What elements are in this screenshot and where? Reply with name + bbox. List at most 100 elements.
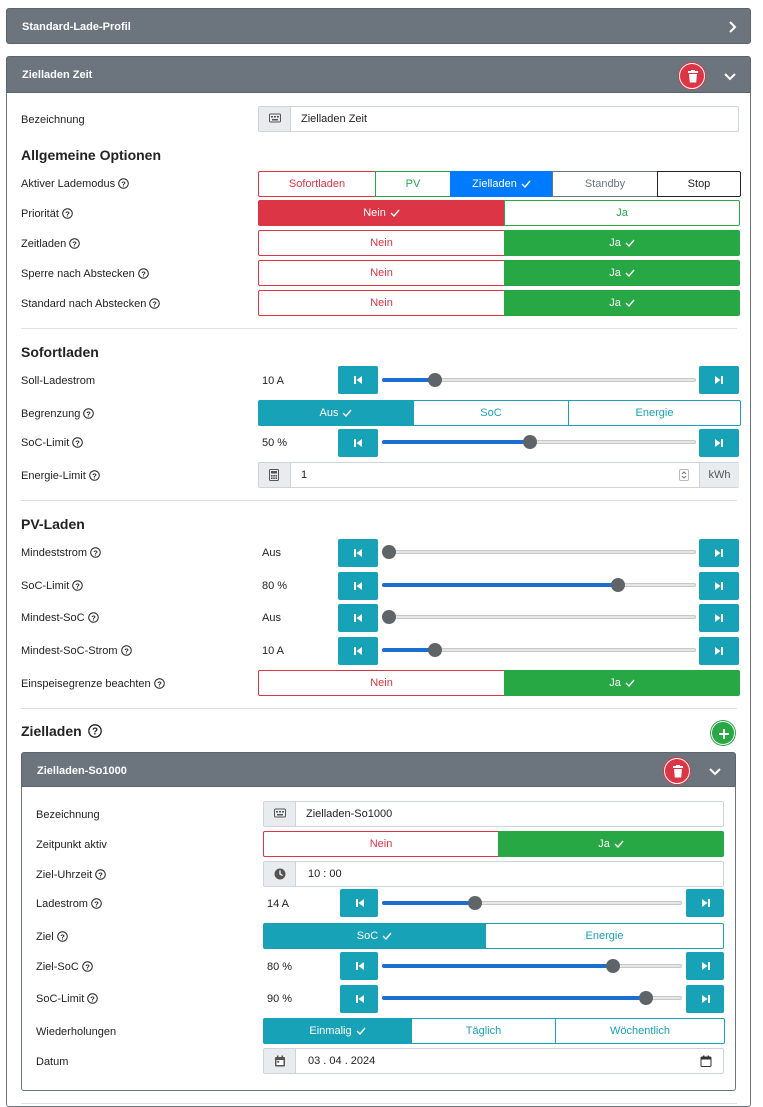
lademodus-stop[interactable]: Stop (657, 171, 741, 197)
plan-header[interactable]: Zielladen-So1000 (21, 752, 736, 787)
pv-soc-limit-slider[interactable] (382, 577, 696, 593)
slider-thumb (382, 610, 396, 624)
ziel-label: Ziel? (36, 931, 68, 945)
zeitladen-nein[interactable]: Nein (258, 230, 505, 256)
help-icon: ? (72, 437, 84, 451)
lademodus-sofortladen[interactable]: Sofortladen (258, 171, 376, 197)
begrenzung-aus[interactable]: Aus (258, 400, 414, 426)
standard-ja[interactable]: Ja (504, 290, 740, 316)
uhrzeit-value: 10 : 00 (308, 868, 342, 880)
begrenzung-soc[interactable]: SoC (413, 400, 569, 426)
wiederholungen-woechentlich[interactable]: Wöchentlich (555, 1018, 725, 1044)
einspeisegrenze-ja[interactable]: Ja (504, 670, 740, 696)
plan-bezeichnung-value: Zielladen-So1000 (306, 808, 393, 820)
help-icon: ? (69, 238, 81, 252)
standard-nein[interactable]: Nein (258, 290, 505, 316)
lademodus-standby[interactable]: Standby (552, 171, 658, 197)
lademodus-pv[interactable]: PV (375, 171, 451, 197)
chevron-right-icon[interactable] (725, 20, 739, 34)
step-backward-icon (354, 647, 362, 655)
step-forward-icon (702, 962, 710, 970)
prioritaet-ja[interactable]: Ja (504, 200, 740, 226)
keyboard-icon (259, 107, 291, 131)
begrenzung-energie[interactable]: Energie (568, 400, 741, 426)
zeitladen-ja[interactable]: Ja (504, 230, 740, 256)
mindest-soc-decrease-button[interactable] (338, 604, 378, 632)
help-icon: ? (153, 678, 165, 692)
ladestrom-slider[interactable] (382, 895, 682, 911)
mindest-soc-increase-button[interactable] (699, 604, 739, 632)
calendar-picker-icon[interactable] (700, 1055, 712, 1070)
spinner-icon[interactable] (679, 469, 689, 481)
wiederholungen-einmalig[interactable]: Einmalig (263, 1018, 412, 1044)
pv-soc-limit-increase-button[interactable] (699, 572, 739, 600)
einspeisegrenze-nein[interactable]: Nein (258, 670, 505, 696)
soll-ladestrom-slider[interactable] (382, 372, 696, 388)
bezeichnung-input[interactable]: Zielladen Zeit (258, 106, 739, 132)
ziel-soc-slider[interactable] (382, 958, 682, 974)
calculator-icon (259, 463, 291, 487)
ladestrom-increase-button[interactable] (686, 889, 724, 917)
sofort-soc-limit-decrease-button[interactable] (338, 429, 378, 457)
chevron-down-icon[interactable] (723, 69, 737, 83)
lademodus-label: Aktiver Lademodus? (21, 178, 129, 192)
mindest-soc-value: Aus (262, 612, 281, 624)
uhrzeit-input[interactable]: 10 : 00 (263, 861, 724, 887)
sofort-soc-limit-slider[interactable] (382, 434, 696, 450)
zeitpunkt-nein[interactable]: Nein (263, 831, 499, 857)
zeitpunkt-ja[interactable]: Ja (498, 831, 724, 857)
svg-text:?: ? (94, 899, 99, 908)
profile-header[interactable]: Standard-Lade-Profil (6, 8, 751, 44)
help-icon: ? (81, 961, 93, 975)
ladestrom-decrease-button[interactable] (340, 889, 378, 917)
mindest-soc-strom-increase-button[interactable] (699, 637, 739, 665)
wiederholungen-taeglich[interactable]: Täglich (411, 1018, 556, 1044)
sperre-ja[interactable]: Ja (504, 260, 740, 286)
plan-bezeichnung-input[interactable]: Zielladen-So1000 (263, 801, 724, 827)
svg-text:?: ? (98, 870, 103, 879)
plan-soc-limit-increase-button[interactable] (686, 985, 724, 1013)
ziel-energie[interactable]: Energie (485, 923, 724, 949)
mindest-soc-strom-decrease-button[interactable] (338, 637, 378, 665)
slider-thumb (468, 896, 482, 910)
chevron-down-icon[interactable] (708, 764, 722, 778)
plan-title: Zielladen-So1000 (37, 765, 127, 777)
slider-thumb (382, 545, 396, 559)
delete-profile-button[interactable] (679, 63, 705, 89)
mindeststrom-slider[interactable] (382, 544, 696, 560)
einspeisegrenze-label: Einspeisegrenze beachten? (21, 678, 165, 692)
soll-ladestrom-increase-button[interactable] (699, 366, 739, 394)
delete-plan-button[interactable] (664, 758, 690, 784)
energie-limit-input[interactable]: 1 kWh (258, 462, 739, 488)
plan-body (21, 787, 736, 1091)
mindest-soc-strom-slider[interactable] (382, 642, 696, 658)
sperre-nein[interactable]: Nein (258, 260, 505, 286)
soll-ladestrom-label: Soll-Ladestrom (21, 375, 95, 387)
plan-soc-limit-slider[interactable] (382, 990, 682, 1006)
step-backward-icon (356, 995, 364, 1003)
zielladen-zeit-header[interactable]: Zielladen Zeit (6, 56, 751, 93)
ziel-soc-decrease-button[interactable] (340, 952, 378, 980)
prioritaet-label: Priorität? (21, 208, 73, 222)
datum-value: 03 . 04 . 2024 (308, 1055, 376, 1067)
mindest-soc-slider[interactable] (382, 609, 696, 625)
prioritaet-nein[interactable]: Nein (258, 200, 505, 226)
datum-input[interactable]: 03 . 04 . 2024 (263, 1048, 724, 1074)
mindeststrom-increase-button[interactable] (699, 539, 739, 567)
begrenzung-label: Begrenzung? (21, 408, 95, 422)
add-plan-button[interactable] (711, 721, 735, 745)
mindeststrom-decrease-button[interactable] (338, 539, 378, 567)
pv-soc-limit-decrease-button[interactable] (338, 572, 378, 600)
plan-soc-limit-decrease-button[interactable] (340, 985, 378, 1013)
step-backward-icon (354, 376, 362, 384)
sofort-soc-limit-increase-button[interactable] (699, 429, 739, 457)
soll-ladestrom-decrease-button[interactable] (338, 366, 378, 394)
step-backward-icon (354, 614, 362, 622)
help-icon: ? (89, 470, 100, 484)
step-forward-icon (715, 647, 723, 655)
ziel-soc[interactable]: SoC (263, 923, 486, 949)
ziel-soc-increase-button[interactable] (686, 952, 724, 980)
datum-label: Datum (36, 1056, 69, 1068)
lademodus-zielladen[interactable]: Zielladen (450, 171, 553, 197)
check-icon (625, 292, 635, 316)
